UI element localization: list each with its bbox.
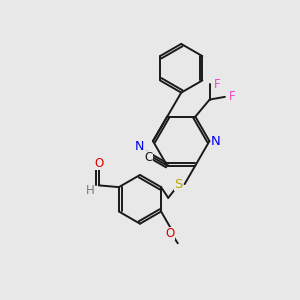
Text: F: F [229,90,236,104]
Text: N: N [135,140,144,153]
Text: C: C [144,151,153,164]
Text: O: O [94,157,104,169]
Text: F: F [214,78,220,91]
Text: N: N [211,135,221,148]
Text: O: O [166,227,175,241]
Text: S: S [174,178,182,190]
Text: H: H [86,184,95,197]
